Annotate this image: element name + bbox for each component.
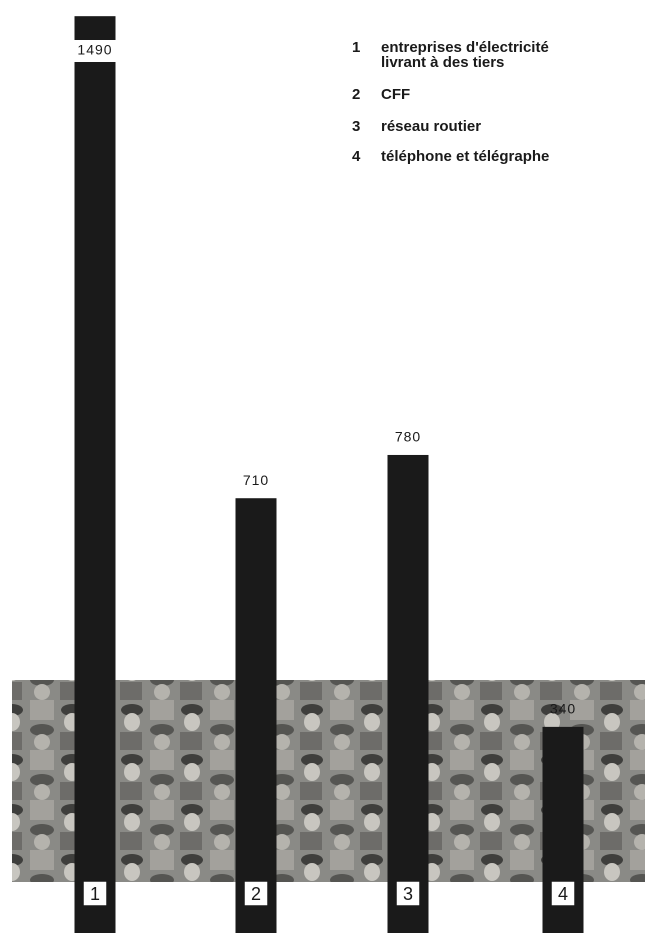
legend-number: 4 bbox=[352, 148, 361, 165]
bar bbox=[235, 498, 277, 933]
value-label: 710 bbox=[243, 472, 269, 488]
bar bbox=[387, 454, 429, 933]
value-label: 780 bbox=[395, 429, 421, 445]
legend-text: réseau routier bbox=[381, 118, 481, 135]
legend-text: téléphone et télégraphe bbox=[381, 148, 549, 165]
legend-number: 3 bbox=[352, 118, 360, 135]
bar bbox=[74, 16, 116, 933]
category-label: 4 bbox=[558, 884, 568, 904]
category-box bbox=[243, 880, 269, 907]
category-box bbox=[550, 880, 576, 907]
category-box bbox=[395, 880, 421, 907]
legend-line: entreprises d'électricité bbox=[381, 39, 549, 56]
value-label-band bbox=[73, 40, 117, 62]
value-label: 340 bbox=[550, 701, 576, 717]
category-label: 3 bbox=[403, 884, 413, 904]
category-box bbox=[82, 880, 108, 907]
value-label: 1490 bbox=[77, 42, 112, 58]
legend-line: livrant à des tiers bbox=[381, 54, 504, 71]
legend-number: 2 bbox=[352, 86, 360, 103]
legend-number: 1 bbox=[352, 39, 360, 56]
category-label: 2 bbox=[251, 884, 261, 904]
category-label: 1 bbox=[90, 884, 100, 904]
legend: 1 entreprises d'électricité livrant à des … bbox=[352, 39, 549, 165]
crowd-photo bbox=[12, 680, 645, 882]
legend-text: CFF bbox=[381, 86, 410, 103]
legend-text: entreprises d'électricité livrant à des t… bbox=[381, 39, 549, 71]
